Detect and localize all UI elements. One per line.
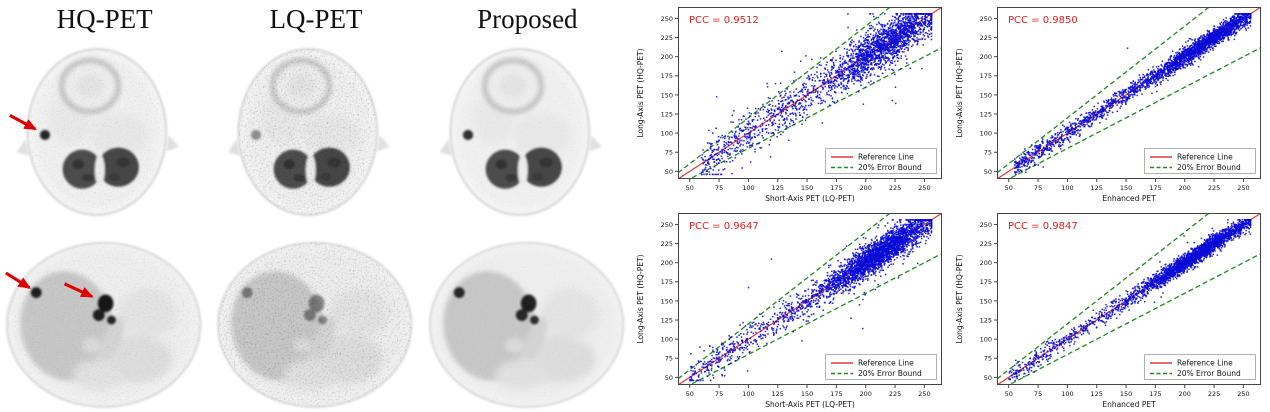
lesion-arrow <box>5 271 32 290</box>
column-header-hq-pet: HQ-PET <box>56 3 153 34</box>
column-header-proposed: Proposed <box>477 3 578 34</box>
scatter-plot-lq-brain <box>632 0 951 206</box>
pet-image-lq-abdomen <box>213 225 418 412</box>
pet-image-lq-brain <box>213 38 418 225</box>
scatter-plot-enhanced-brain <box>951 0 1270 206</box>
pet-image-hq-abdomen <box>2 225 207 412</box>
column-header-lq-pet: LQ-PET <box>269 3 363 34</box>
scatter-plot-lq-abdomen <box>632 206 951 412</box>
scatter-plot-grid <box>632 0 1270 412</box>
pet-image-proposed-brain <box>425 38 630 225</box>
pet-image-panel: HQ-PET LQ-PET Proposed <box>0 0 632 412</box>
lesion-arrow <box>63 282 94 298</box>
scatter-plot-enhanced-abdomen <box>951 206 1270 412</box>
lesion-arrow <box>9 113 37 131</box>
pet-image-hq-brain <box>2 38 207 225</box>
pet-image-proposed-abdomen <box>425 225 630 412</box>
